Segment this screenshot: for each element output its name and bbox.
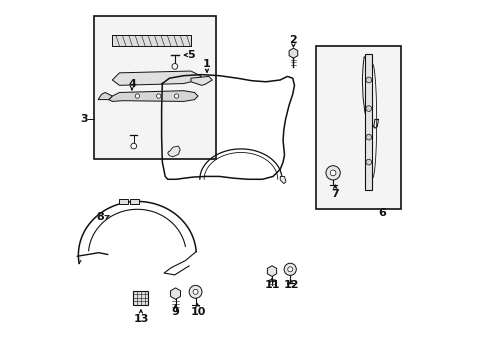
Bar xyxy=(133,291,148,305)
Circle shape xyxy=(365,77,371,83)
Bar xyxy=(130,199,139,204)
Circle shape xyxy=(193,289,198,294)
Text: 7: 7 xyxy=(331,189,338,199)
Circle shape xyxy=(287,267,292,272)
Text: 4: 4 xyxy=(128,78,136,89)
Text: 11: 11 xyxy=(264,280,279,291)
Text: 3: 3 xyxy=(80,114,87,124)
Circle shape xyxy=(189,285,202,298)
Text: 8: 8 xyxy=(96,212,103,222)
Circle shape xyxy=(131,143,136,149)
Polygon shape xyxy=(288,48,297,58)
Polygon shape xyxy=(112,71,201,85)
Circle shape xyxy=(365,106,371,111)
Circle shape xyxy=(284,263,296,275)
Polygon shape xyxy=(108,91,198,102)
Circle shape xyxy=(135,94,139,98)
Polygon shape xyxy=(98,93,112,100)
Bar xyxy=(119,199,128,204)
Text: 12: 12 xyxy=(284,280,299,291)
Text: 1: 1 xyxy=(203,59,210,69)
Bar xyxy=(94,16,216,158)
Text: 5: 5 xyxy=(187,50,194,60)
Polygon shape xyxy=(267,266,276,276)
Circle shape xyxy=(365,159,371,165)
Bar xyxy=(112,35,190,46)
Polygon shape xyxy=(280,176,285,184)
Text: 10: 10 xyxy=(190,307,205,317)
Text: 6: 6 xyxy=(377,208,385,218)
Bar xyxy=(315,46,400,208)
Text: 2: 2 xyxy=(289,35,297,45)
Circle shape xyxy=(172,64,177,69)
Text: 13: 13 xyxy=(133,314,148,324)
Polygon shape xyxy=(190,76,212,85)
Circle shape xyxy=(329,170,335,176)
Bar xyxy=(365,54,372,190)
Polygon shape xyxy=(167,146,180,157)
Circle shape xyxy=(325,166,340,180)
Circle shape xyxy=(174,94,179,98)
Circle shape xyxy=(156,94,161,98)
Polygon shape xyxy=(170,288,180,299)
Circle shape xyxy=(365,134,371,140)
Text: 9: 9 xyxy=(171,307,179,317)
